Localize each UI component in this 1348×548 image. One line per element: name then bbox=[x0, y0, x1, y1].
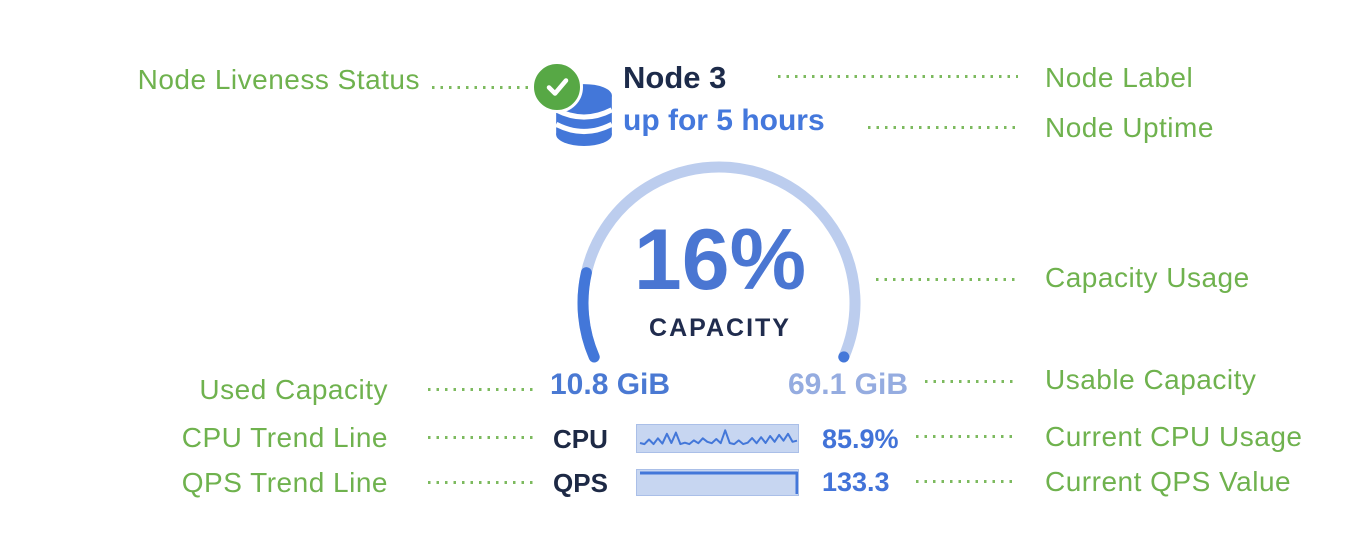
usable-capacity-value: 69.1 GiB bbox=[787, 368, 908, 401]
capacity-caption: CAPACITY bbox=[649, 314, 791, 342]
capacity-usage-percent: 16% bbox=[633, 212, 807, 308]
annotation-node-uptime: Node Uptime bbox=[1045, 112, 1214, 143]
annotation-node-liveness-status: Node Liveness Status bbox=[137, 64, 420, 95]
leader-line-current-cpu-usage bbox=[916, 435, 1018, 438]
liveness-check-icon bbox=[531, 61, 583, 113]
leader-line-current-qps-value bbox=[916, 480, 1018, 483]
leader-line-qps-trend bbox=[428, 481, 537, 484]
capacity-gauge bbox=[577, 161, 861, 363]
annotation-capacity-usage: Capacity Usage bbox=[1045, 262, 1250, 293]
node-label: Node 3 bbox=[623, 60, 727, 95]
current-qps-value: 133.3 bbox=[822, 467, 890, 497]
current-cpu-usage-value: 85.9% bbox=[822, 424, 899, 454]
qps-trend-sparkline bbox=[636, 469, 799, 496]
leader-line-cpu-trend bbox=[428, 436, 537, 439]
annotation-node-label: Node Label bbox=[1045, 62, 1194, 93]
cpu-trend-sparkline bbox=[636, 424, 799, 453]
cpu-label: CPU bbox=[553, 424, 608, 454]
annotation-used-capacity: Used Capacity bbox=[199, 374, 388, 405]
leader-line-capacity-usage bbox=[876, 278, 1018, 281]
leader-line-node-label bbox=[778, 75, 1018, 78]
node-uptime: up for 5 hours bbox=[623, 104, 825, 137]
leader-line-used-capacity bbox=[428, 388, 537, 391]
used-capacity-value: 10.8 GiB bbox=[550, 368, 671, 401]
qps-label: QPS bbox=[553, 468, 608, 498]
leader-line-node-liveness bbox=[432, 86, 528, 89]
annotation-usable-capacity: Usable Capacity bbox=[1045, 364, 1257, 395]
leader-line-usable-capacity bbox=[925, 380, 1018, 383]
annotation-qps-trend-line: QPS Trend Line bbox=[181, 467, 388, 498]
leader-line-node-uptime bbox=[868, 126, 1018, 129]
annotation-current-cpu-usage: Current CPU Usage bbox=[1045, 421, 1303, 452]
annotation-cpu-trend-line: CPU Trend Line bbox=[181, 422, 388, 453]
annotation-current-qps-value: Current QPS Value bbox=[1045, 466, 1292, 497]
